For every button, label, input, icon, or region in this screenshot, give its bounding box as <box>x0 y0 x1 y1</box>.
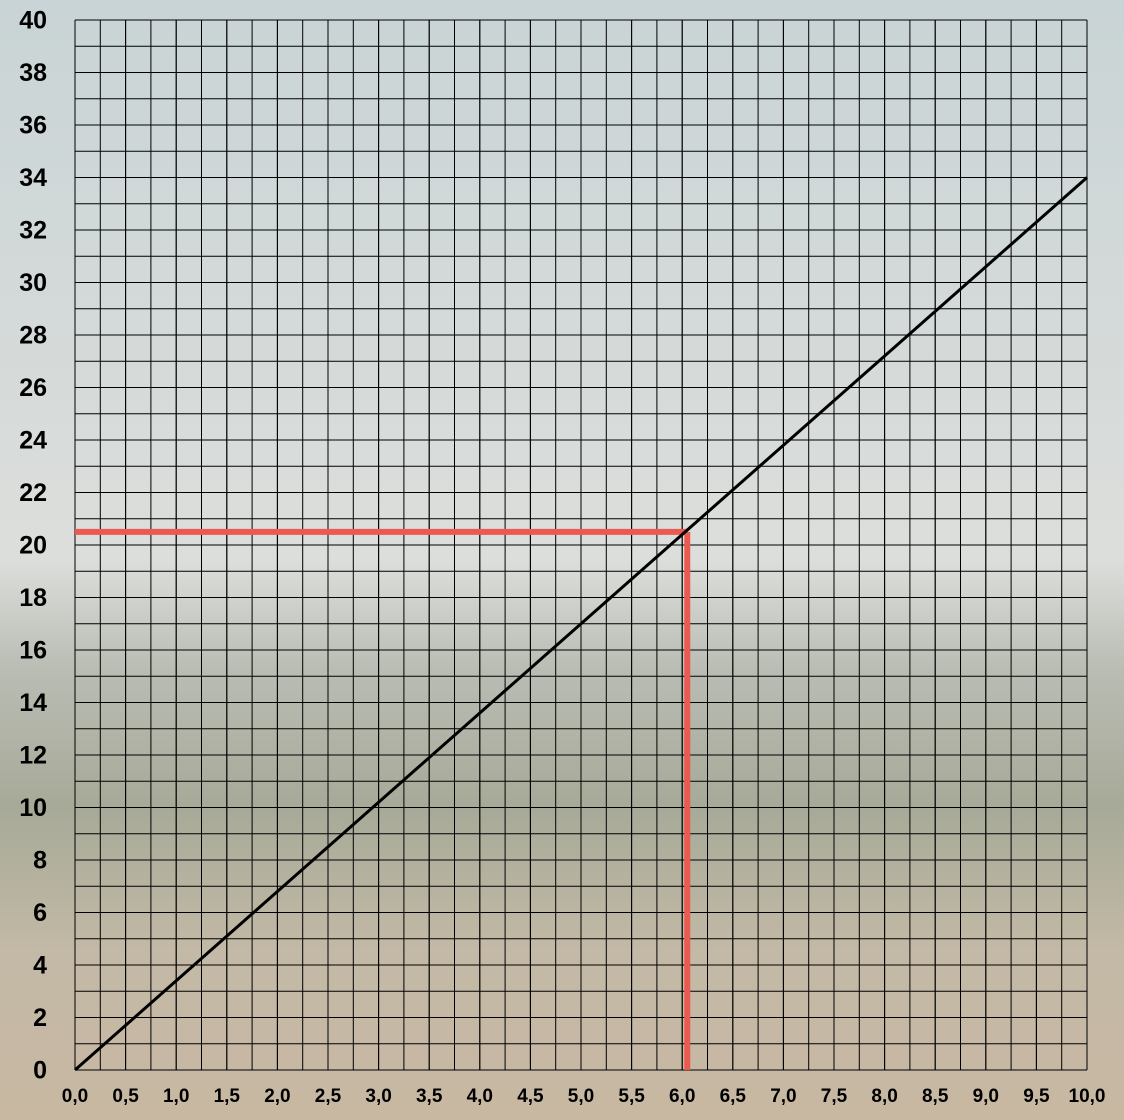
y-tick-label: 38 <box>19 59 47 87</box>
x-tick-label: 4,0 <box>467 1086 493 1107</box>
x-tick-label: 7,0 <box>770 1086 796 1107</box>
x-tick-label: 1,5 <box>214 1086 241 1107</box>
x-tick-label: 1,0 <box>163 1086 189 1107</box>
y-tick-label: 34 <box>19 164 47 192</box>
y-tick-label: 2 <box>33 1004 47 1032</box>
y-tick-label: 8 <box>33 847 47 875</box>
x-tick-label: 8,5 <box>922 1086 949 1107</box>
x-tick-label: 5,5 <box>618 1086 645 1107</box>
data-line <box>74 176 1088 1072</box>
y-tick-label: 12 <box>19 742 47 770</box>
x-tick-label: 0,5 <box>112 1086 139 1107</box>
y-tick-label: 28 <box>19 322 47 350</box>
y-tick-label: 0 <box>33 1057 47 1085</box>
y-tick-label: 32 <box>19 217 47 245</box>
y-tick-label: 14 <box>19 689 47 717</box>
y-tick-label: 22 <box>19 479 47 507</box>
x-tick-label: 0,0 <box>62 1086 88 1107</box>
x-tick-label: 2,5 <box>315 1086 342 1107</box>
y-tick-label: 10 <box>19 794 47 822</box>
y-tick-label: 36 <box>19 112 47 140</box>
x-tick-label: 3,5 <box>416 1086 443 1107</box>
x-tick-label: 7,5 <box>821 1086 848 1107</box>
y-tick-label: 6 <box>33 899 47 927</box>
x-tick-label: 8,0 <box>871 1086 897 1107</box>
y-tick-label: 24 <box>19 427 47 455</box>
x-tick-label: 9,0 <box>973 1086 999 1107</box>
x-tick-label: 10,0 <box>1069 1086 1106 1107</box>
y-tick-label: 40 <box>19 7 47 35</box>
x-tick-label: 5,0 <box>568 1086 594 1107</box>
y-tick-label: 4 <box>33 952 47 980</box>
x-tick-label: 3,0 <box>365 1086 391 1107</box>
y-tick-label: 18 <box>19 584 47 612</box>
y-tick-label: 30 <box>19 269 47 297</box>
x-tick-label: 9,5 <box>1023 1086 1050 1107</box>
y-tick-label: 16 <box>19 637 47 665</box>
y-tick-label: 20 <box>19 532 47 560</box>
x-tick-label: 2,0 <box>264 1086 290 1107</box>
y-tick-label: 26 <box>19 374 47 402</box>
x-tick-label: 6,5 <box>720 1086 747 1107</box>
x-tick-label: 4,5 <box>517 1086 544 1107</box>
x-tick-label: 6,0 <box>669 1086 695 1107</box>
